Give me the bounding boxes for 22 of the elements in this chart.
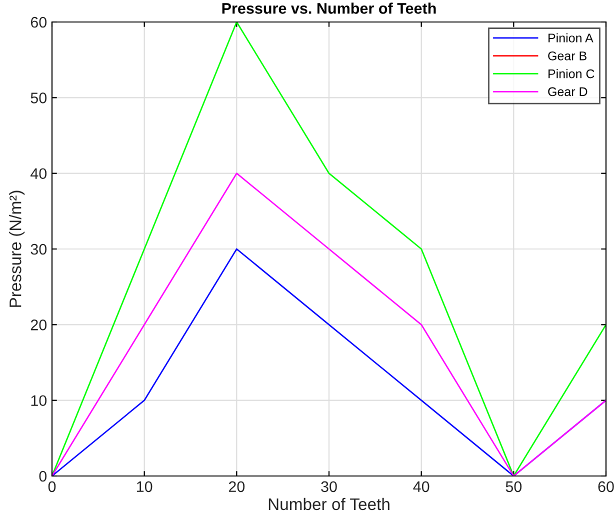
x-tick-label: 0	[48, 481, 56, 492]
x-tick-label: 30	[321, 481, 337, 492]
chart-title: Pressure vs. Number of Teeth	[222, 2, 436, 14]
y-axis-title: Pressure (N/m²)	[9, 190, 25, 307]
legend-label: Gear B	[548, 51, 586, 60]
y-tick-label: 30	[30, 244, 47, 255]
y-tick-label: 10	[31, 395, 47, 406]
y-tick-label: 20	[30, 320, 47, 330]
y-tick-label: 50	[30, 92, 47, 104]
x-tick-label: 10	[137, 481, 152, 492]
x-tick-label: 60	[598, 481, 614, 492]
x-tick-label: 20	[228, 481, 245, 492]
y-tick-label: 0	[39, 470, 47, 482]
legend-label: Gear D	[548, 87, 588, 96]
y-tick-label: 40	[30, 168, 47, 180]
x-axis-title: Number of Teeth	[268, 498, 390, 510]
y-tick-label: 60	[30, 16, 47, 28]
legend-label: Pinion C	[548, 69, 594, 78]
line-series	[52, 22, 606, 476]
x-tick-label: 50	[506, 481, 522, 492]
x-tick-label: 40	[413, 481, 430, 492]
legend-label: Pinion A	[548, 33, 594, 42]
